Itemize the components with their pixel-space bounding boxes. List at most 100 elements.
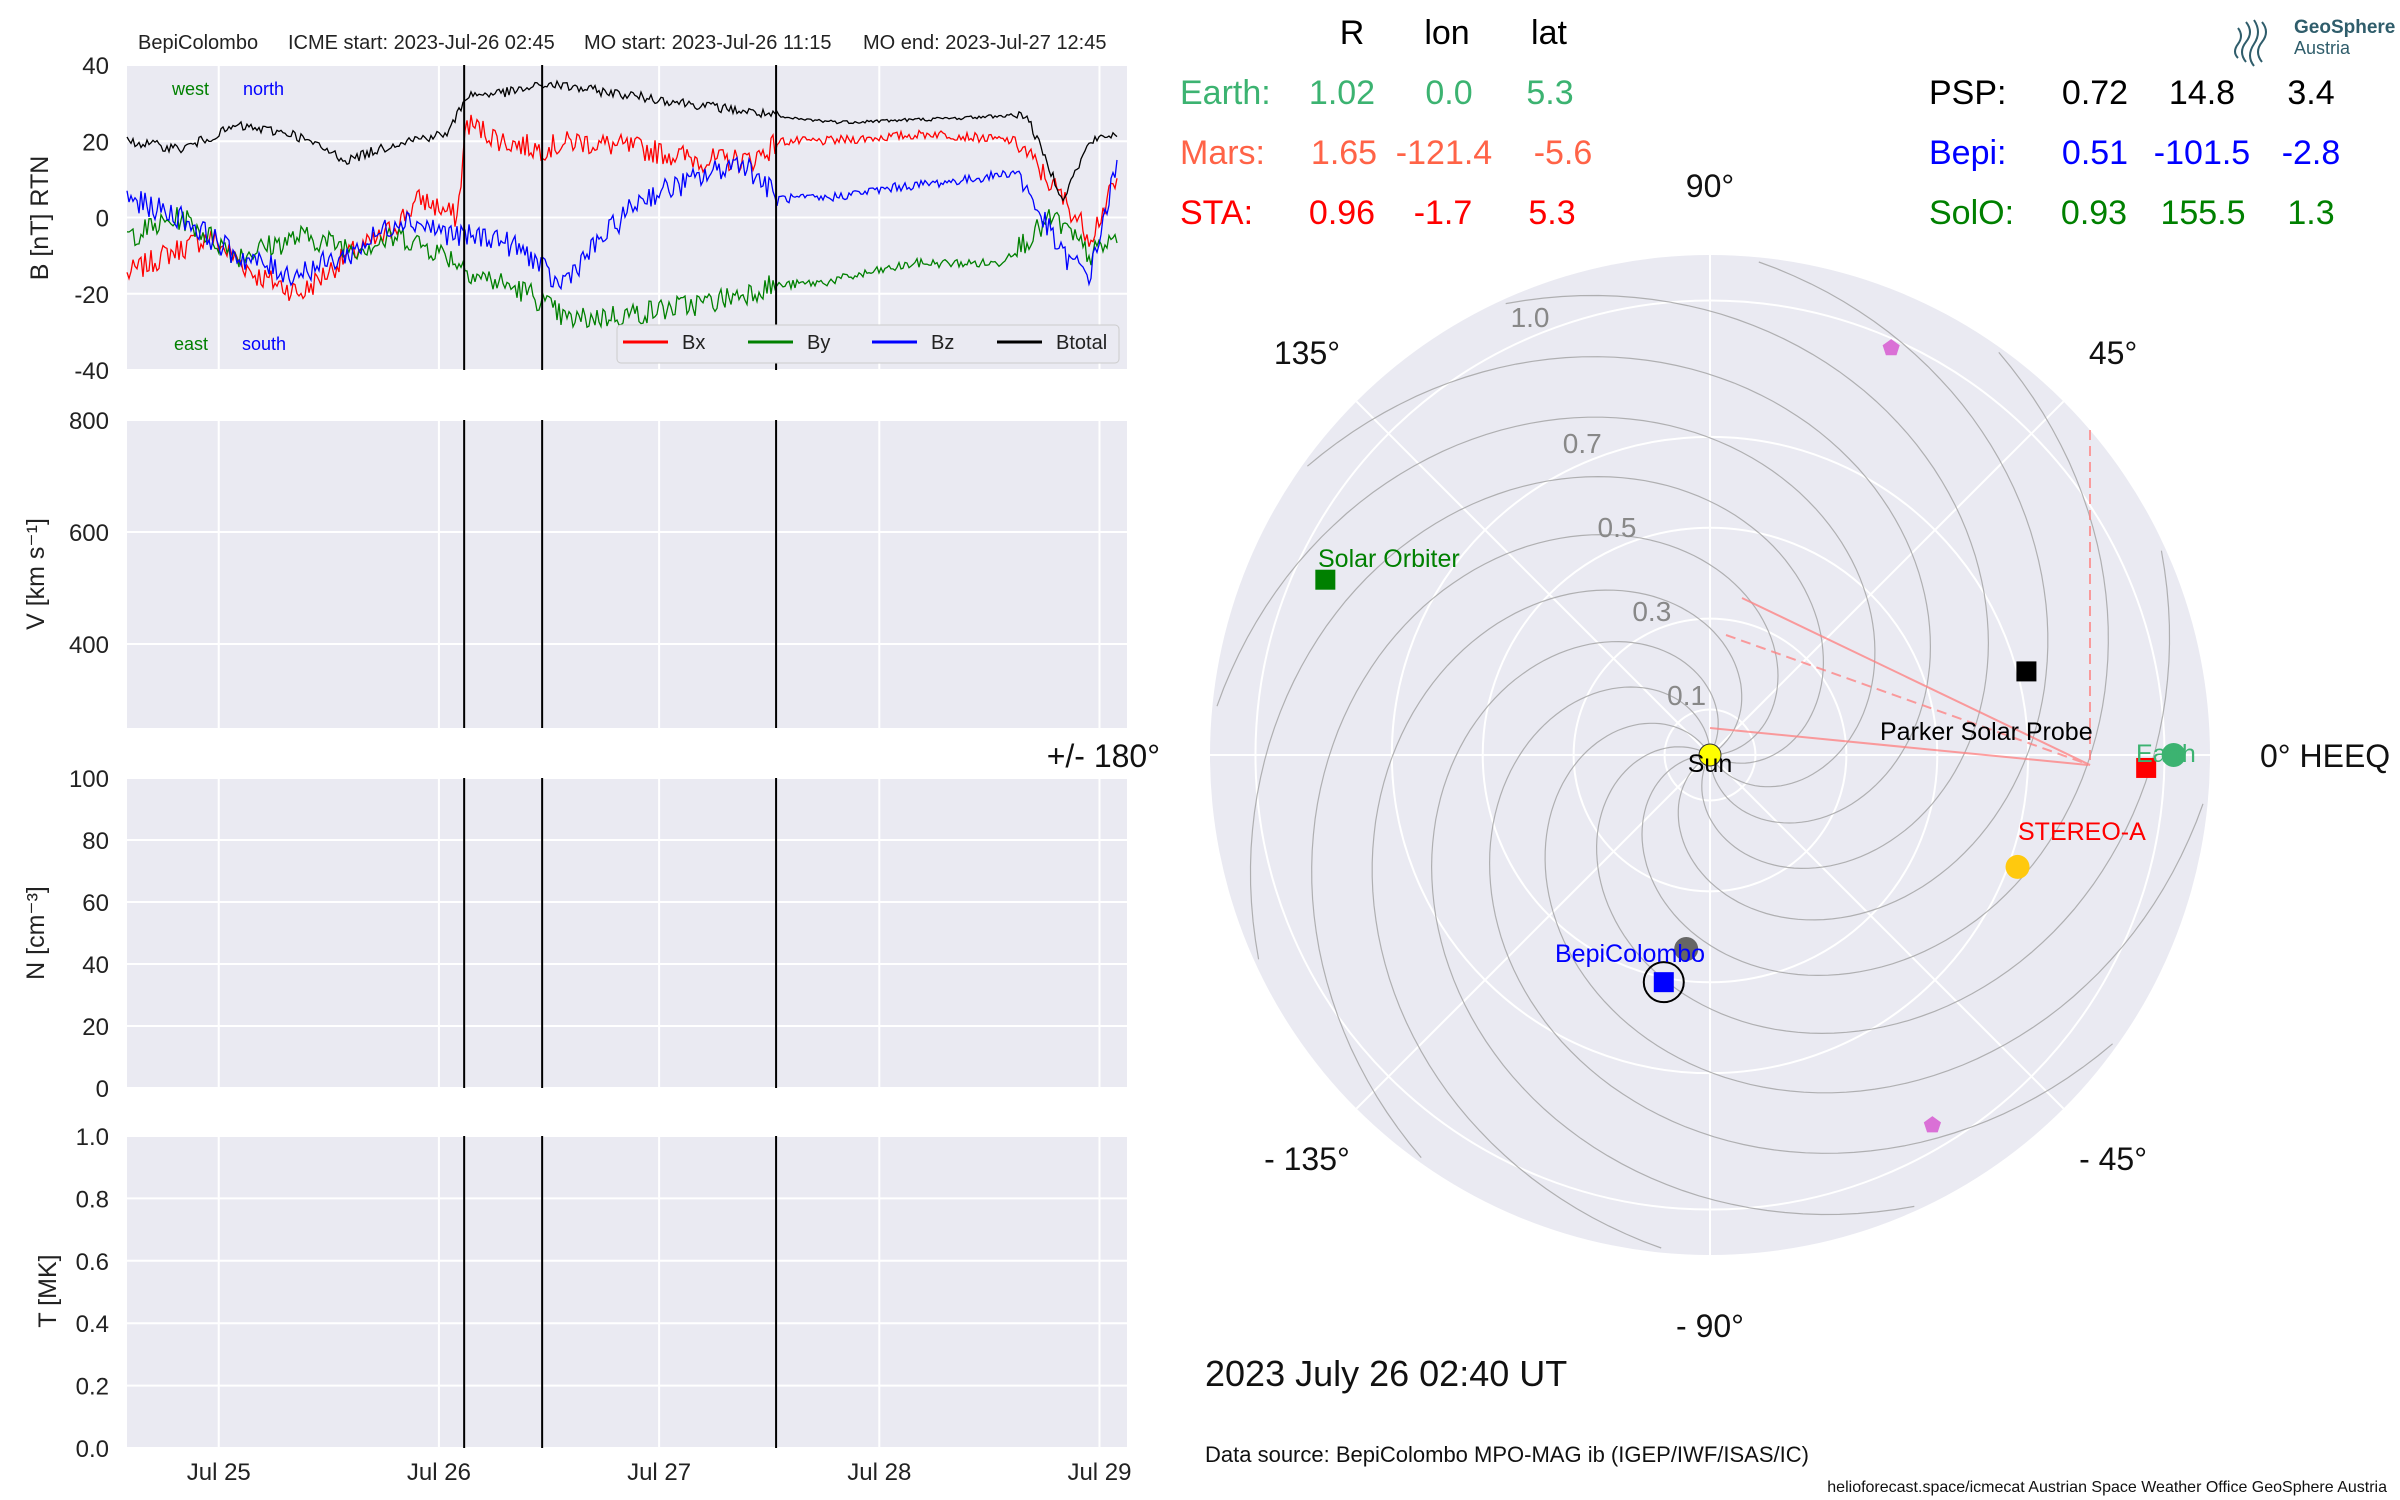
magnetic-field-lines	[126, 79, 1118, 329]
y-tick-label: 80	[82, 828, 109, 855]
label-earth: Earth	[2136, 740, 2196, 768]
logo-mark-icon	[2234, 19, 2267, 67]
row-solo: SolO: 0.93 155.5 1.3	[1929, 194, 2335, 232]
label-south: south	[242, 334, 286, 354]
data-source-text: Data source: BepiColombo MPO-MAG ib (IGE…	[1205, 1442, 1809, 1467]
y-tick-label: 800	[69, 408, 109, 435]
y-tick-label: 400	[69, 632, 109, 659]
row-solo-lon: 155.5	[2160, 194, 2245, 232]
body-sun	[1698, 743, 1722, 767]
b-axis-label: B [nT] RTN	[26, 156, 54, 281]
series-btotal	[126, 79, 1118, 202]
row-bepi-label: Bepi:	[1929, 134, 2007, 172]
parker-spiral	[1216, 416, 1876, 788]
angle-tick-label: - 90°	[1676, 1308, 1744, 1344]
parker-spiral	[1249, 475, 1825, 960]
angle-tick-label: - 45°	[2079, 1141, 2147, 1177]
parker-spirals	[1216, 261, 2204, 1249]
date-text: 2023 July 26 02:40 UT	[1205, 1353, 1567, 1394]
n-axis-label: N [cm⁻³]	[22, 886, 50, 980]
row-psp-r: 0.72	[2062, 74, 2128, 112]
y-tick-label: 0.4	[76, 1311, 109, 1338]
angle-tick-label: 135°	[1274, 335, 1340, 371]
angle-tick-label: +/- 180°	[1047, 738, 1160, 774]
angular-grid-line	[1355, 400, 1711, 756]
y-tick-label: 600	[69, 520, 109, 547]
label-stereo-a: STEREO-A	[2018, 818, 2146, 846]
angular-grid-line	[1355, 754, 1711, 1110]
radial-tick-labels: 0.1 0.3 0.5 0.7 1.0	[1511, 302, 1706, 711]
row-earth: Earth: 1.02 0.0 5.3	[1180, 74, 1574, 112]
x-tick-label: Jul 29	[1067, 1459, 1131, 1486]
body-comet-2	[1923, 1116, 1941, 1133]
parker-spiral	[1307, 356, 1932, 824]
logo-text-line1: GeoSphere	[2294, 17, 2395, 38]
panel-t-background	[127, 1136, 1127, 1448]
header-line: BepiColombo ICME start: 2023-Jul-26 02:4…	[138, 32, 1107, 54]
polar-grid	[1210, 255, 2210, 1255]
radial-tick-label: 0.7	[1563, 428, 1602, 459]
y-tick-label: 0	[96, 206, 109, 233]
y-tick-label: 60	[82, 890, 109, 917]
header-mo-end: MO end: 2023-Jul-27 12:45	[863, 32, 1107, 54]
series-bz	[126, 156, 1118, 291]
event-lines	[463, 65, 778, 1448]
label-psp: Parker Solar Probe	[1880, 718, 2093, 746]
parker-spiral	[1371, 589, 1743, 1249]
row-solo-r: 0.93	[2061, 194, 2127, 232]
row-earth-label: Earth:	[1180, 74, 1271, 112]
parker-spiral	[1595, 550, 2171, 1035]
row-sta-label: STA:	[1180, 194, 1253, 232]
x-tick-label: Jul 27	[627, 1459, 691, 1486]
angular-grid-line	[1709, 754, 2065, 1110]
col-header-r: R	[1340, 14, 1365, 52]
polar-bodies	[1315, 339, 2186, 1133]
row-sta-lat: 5.3	[1528, 194, 1575, 232]
radial-tick-label: 0.5	[1598, 512, 1637, 543]
header-icme-start: ICME start: 2023-Jul-26 02:45	[288, 32, 555, 54]
row-psp-lon: 14.8	[2169, 74, 2235, 112]
bepicolombo-ring	[1642, 961, 1685, 1004]
col-header-lon: lon	[1424, 14, 1469, 52]
y-tick-label: 0.8	[76, 1186, 109, 1213]
parker-spiral	[1488, 686, 2113, 1154]
row-mars: Mars: 1.65 -121.4 -5.6	[1180, 134, 1592, 172]
parker-spiral	[1430, 640, 1915, 1216]
logo-text-line2: Austria	[2294, 38, 2351, 58]
label-north: north	[243, 79, 284, 99]
row-bepi-r: 0.51	[2062, 134, 2128, 172]
y-tick-label: 1.0	[76, 1124, 109, 1151]
series-by	[126, 207, 1118, 329]
angular-grid-line	[1709, 400, 2065, 756]
row-mars-label: Mars:	[1180, 134, 1265, 172]
angle-tick-labels: 0° HEEQ 45° 90° 135° +/- 180° - 135° - 90° - 45…	[1047, 168, 2390, 1344]
y-tick-label: -20	[74, 282, 109, 309]
radial-tick-label: 1.0	[1511, 302, 1550, 333]
row-sta-lon: -1.7	[1414, 194, 1473, 232]
parker-spiral	[1641, 352, 2109, 977]
timeseries-grid	[127, 64, 1127, 1449]
row-psp: PSP: 0.72 14.8 3.4	[1929, 74, 2335, 112]
row-solo-lat: 1.3	[2287, 194, 2334, 232]
y-tick-label: 20	[82, 1014, 109, 1041]
row-sta-r: 0.96	[1309, 194, 1375, 232]
y-tick-label: 0.0	[76, 1436, 109, 1463]
x-tick-label: Jul 25	[187, 1459, 251, 1486]
row-solo-label: SolO:	[1929, 194, 2014, 232]
radial-tick-label: 0.1	[1667, 680, 1706, 711]
x-tick-label: Jul 28	[847, 1459, 911, 1486]
header-spacecraft: BepiColombo	[138, 32, 258, 54]
label-east: east	[174, 334, 208, 354]
label-bepicolombo: BepiColombo	[1555, 940, 1705, 968]
radial-tick-label: 0.3	[1632, 596, 1671, 627]
y-tick-label: 20	[82, 129, 109, 156]
row-bepi-lon: -101.5	[2154, 134, 2250, 172]
body-stereo-a	[2136, 757, 2157, 778]
row-earth-r: 1.02	[1309, 74, 1375, 112]
y-tick-label: 0	[96, 1076, 109, 1103]
body-earth	[2161, 743, 2186, 767]
angle-tick-label: 45°	[2089, 335, 2137, 371]
row-psp-lat: 3.4	[2287, 74, 2334, 112]
col-header-lat: lat	[1531, 14, 1567, 52]
